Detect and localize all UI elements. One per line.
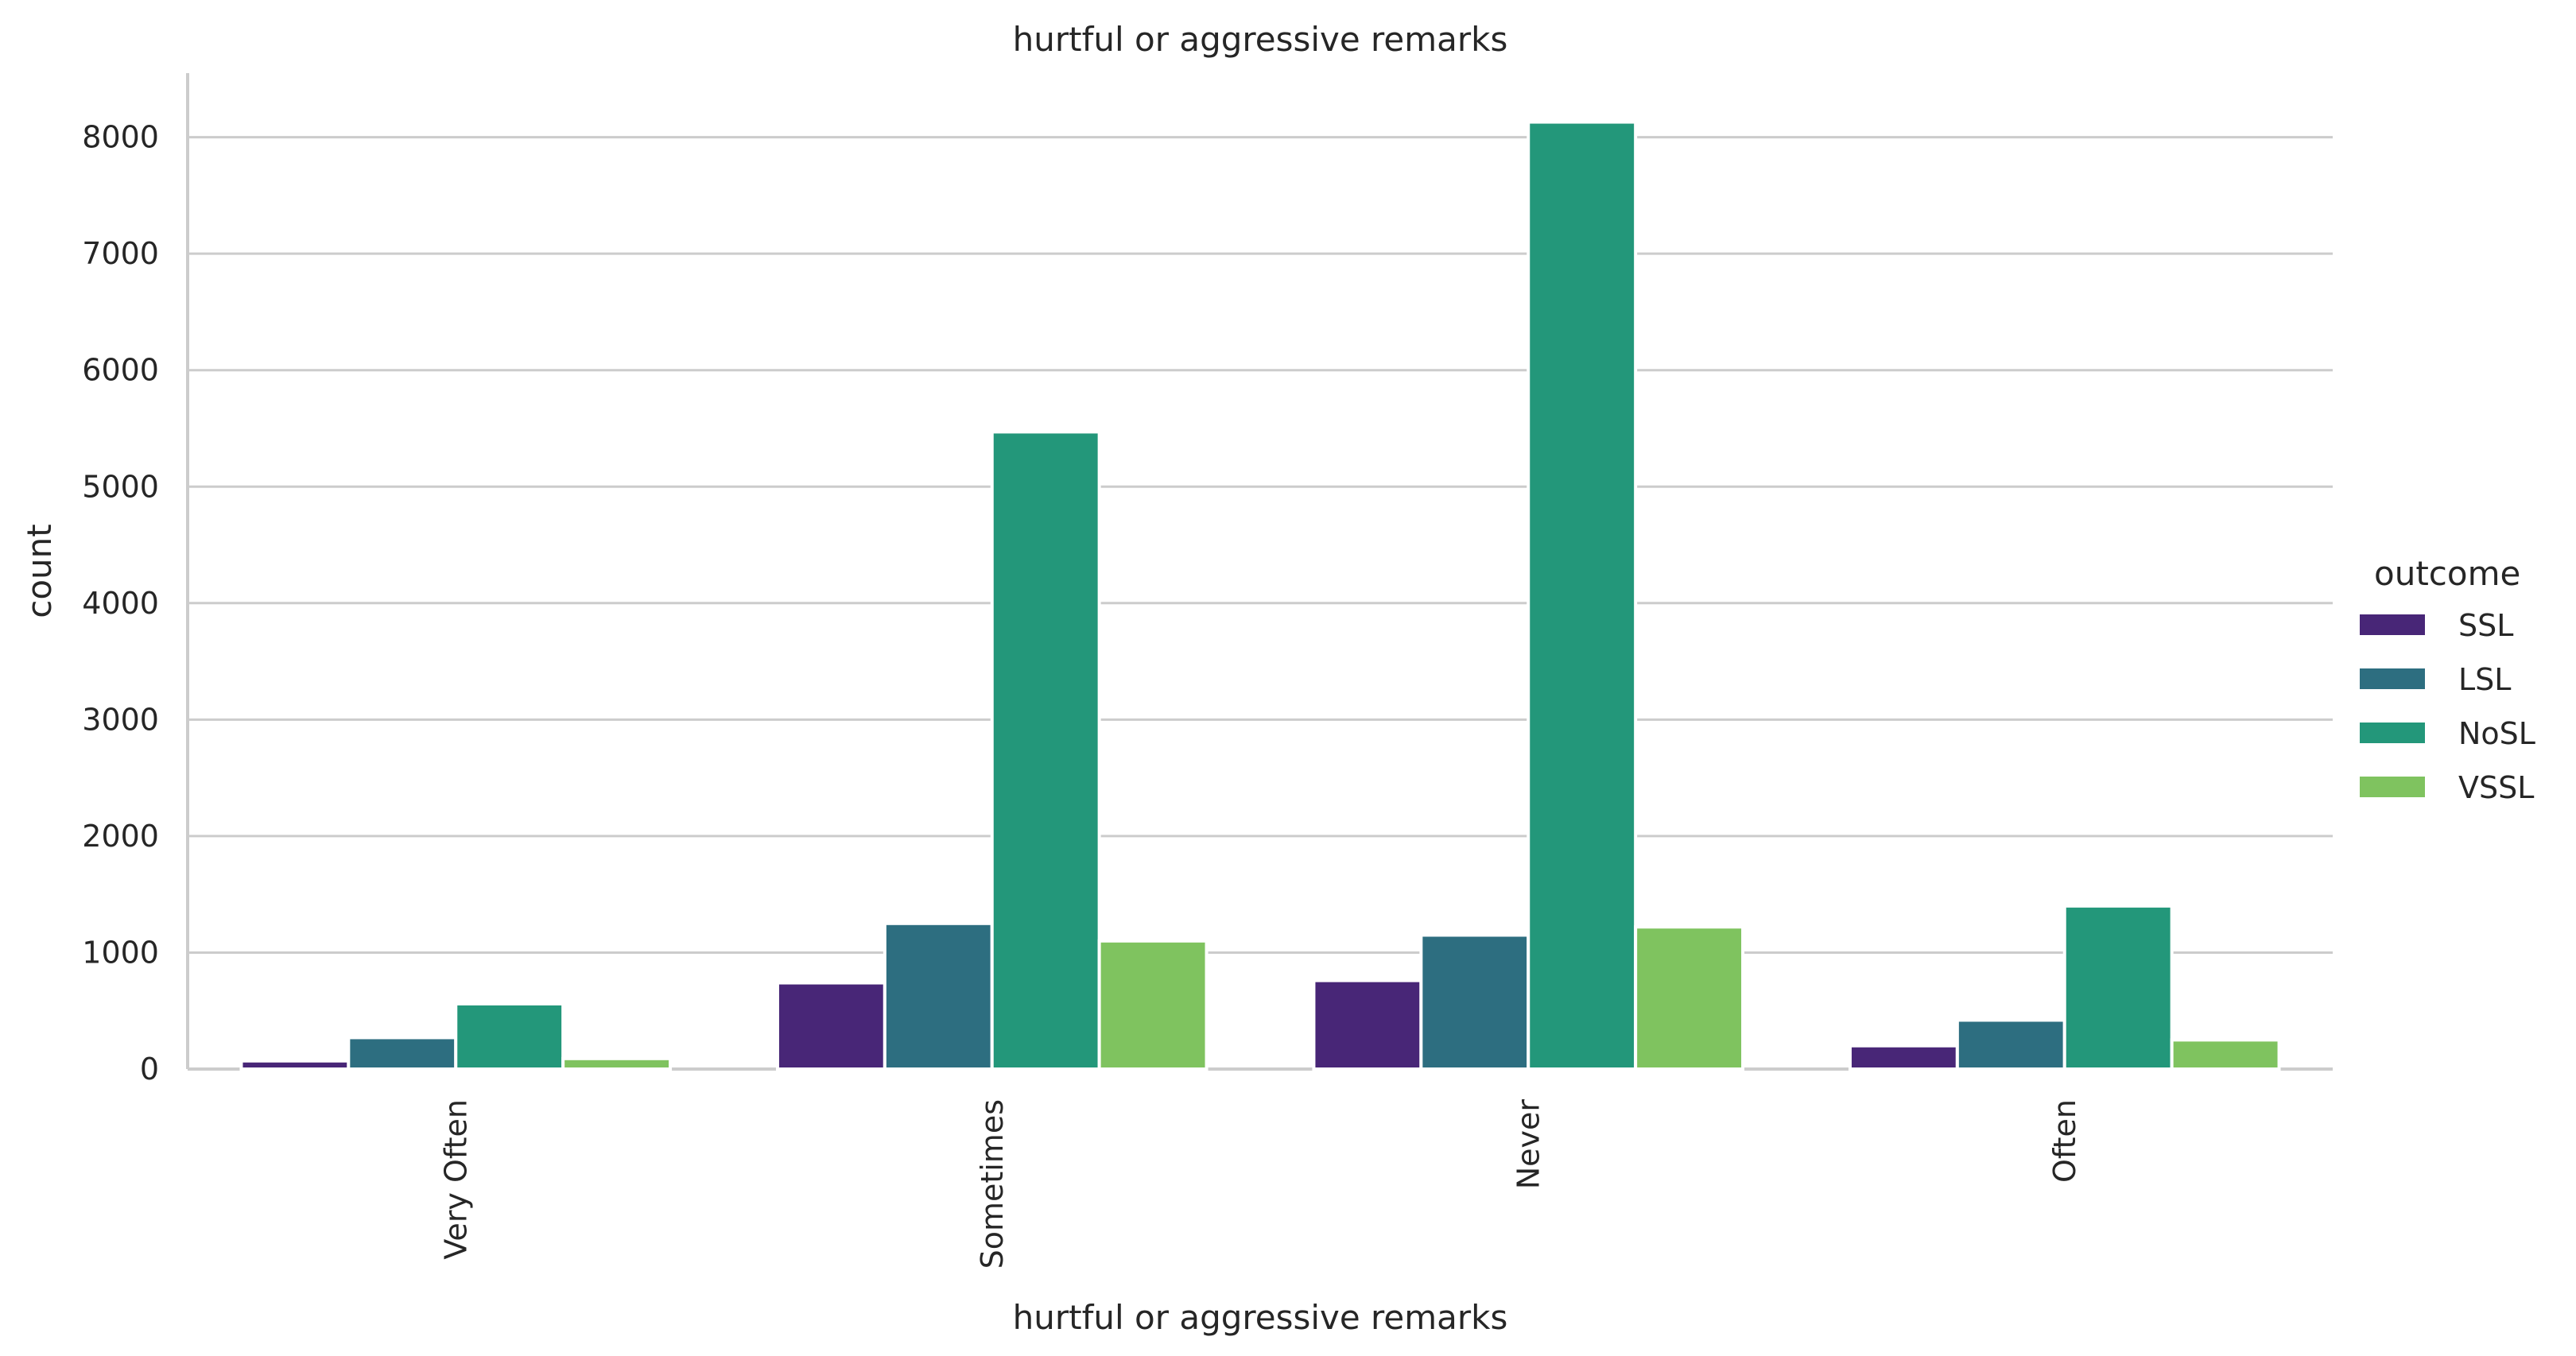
bar-vssl-often [2170,1038,2281,1071]
bar-vssl-never [1634,925,1745,1071]
bar-ssl-very-often [239,1059,351,1071]
bars [239,120,2281,1071]
legend-swatch-vssl [2360,777,2425,797]
chart-title: hurtful or aggressive remarks [1013,20,1508,59]
y-axis-title: count [20,524,59,618]
legend-swatch-nosl [2360,723,2425,743]
y-tick-label: 2000 [82,819,159,854]
bar-ssl-often [1848,1044,1959,1071]
y-tick-label: 8000 [82,120,159,155]
bar-lsl-sometimes [883,921,994,1071]
x-tick-labels: Very Often Sometimes Never Often [438,1099,2082,1269]
bar-nosl-sometimes [990,430,1101,1071]
legend: outcome SSL LSL NoSL VSSL [2360,554,2535,805]
legend-title: outcome [2374,554,2520,593]
y-tick-label: 7000 [82,236,159,271]
x-tick-label: Sometimes [975,1099,1010,1269]
y-tick-label: 0 [140,1052,159,1087]
legend-label-lsl: LSL [2458,662,2511,697]
y-tick-label: 5000 [82,469,159,504]
bar-ssl-sometimes [775,981,886,1071]
legend-swatch-ssl [2360,614,2425,635]
bar-nosl-never [1527,120,1638,1071]
legend-label-vssl: VSSL [2458,770,2534,805]
y-tick-labels: 0 1000 2000 3000 4000 5000 6000 7000 8000 [82,120,159,1087]
bar-nosl-often [2062,904,2174,1071]
legend-label-ssl: SSL [2458,608,2513,643]
legend-label-nosl: NoSL [2458,716,2535,751]
x-tick-label: Very Often [438,1099,473,1260]
x-tick-label: Often [2047,1099,2082,1183]
x-axis-title: hurtful or aggressive remarks [1013,1298,1508,1337]
bar-lsl-never [1419,933,1530,1071]
bar-nosl-very-often [454,1002,565,1071]
y-tick-label: 4000 [82,586,159,621]
x-tick-label: Never [1511,1099,1546,1190]
bar-vssl-very-often [561,1056,673,1071]
y-tick-label: 1000 [82,935,159,970]
y-tick-label: 6000 [82,353,159,388]
bar-vssl-sometimes [1097,939,1208,1071]
bar-lsl-very-often [347,1036,458,1071]
bar-ssl-never [1312,978,1423,1071]
legend-swatch-lsl [2360,668,2425,689]
bar-lsl-often [1955,1018,2066,1071]
grid-lines [188,136,2333,1071]
axis-spines [186,73,2333,1071]
y-tick-label: 3000 [82,702,159,737]
